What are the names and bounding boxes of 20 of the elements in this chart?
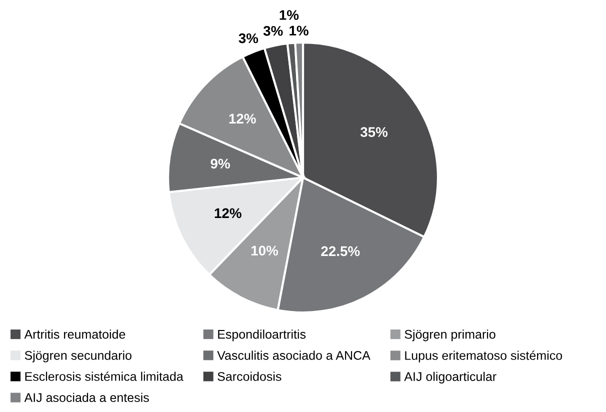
data-label: 1%	[280, 10, 299, 20]
data-label: 1%	[290, 26, 308, 36]
legend-label: Esclerosis sistémica limitada	[25, 372, 184, 381]
data-label: 12%	[229, 114, 256, 124]
legend-label: Sjögren primario	[404, 330, 496, 342]
legend-label: Espondiloartritis	[218, 330, 306, 342]
legend-label: Lupus eritematoso sistémico	[405, 350, 562, 362]
legend-label: AIJ asociada a entesis	[24, 392, 149, 402]
legend-label: Artritis reumatoide	[24, 330, 126, 339]
data-label: 12%	[214, 208, 242, 218]
legend-label: Sarcoidosis	[218, 372, 282, 381]
data-label: 22.5%	[321, 246, 360, 256]
legend-label: Sjögren secundario	[24, 350, 132, 362]
legend-label: AIJ oligoarticular	[404, 372, 496, 384]
data-label: 9%	[210, 158, 230, 169]
data-label: 10%	[252, 246, 278, 256]
legend-label: Vasculitis asociado a ANCA	[217, 350, 370, 360]
data-label: 3%	[238, 33, 258, 44]
data-label: 3%	[263, 26, 283, 36]
data-label: 35%	[360, 127, 388, 137]
